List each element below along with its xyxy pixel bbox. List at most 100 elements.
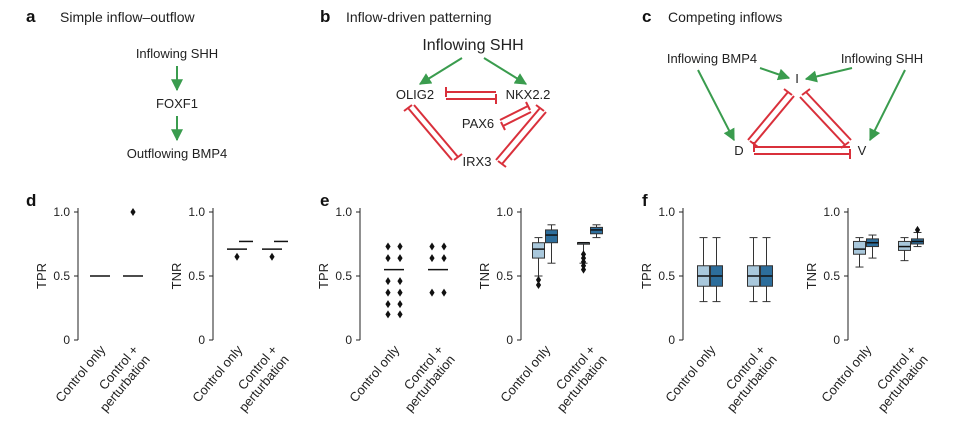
- x-tick-label: Control only: [346, 342, 402, 405]
- data-point: [385, 277, 391, 286]
- activation-arrow: [697, 69, 735, 142]
- data-point: [397, 288, 403, 297]
- node-outflowing-bmp4: Outflowing BMP4: [127, 146, 227, 161]
- panel-label-a: a: [26, 7, 36, 26]
- repression-nkx22-irx3: [495, 104, 547, 168]
- y-axis-label: TPR: [639, 263, 654, 289]
- repression-pax6-nkx22: [499, 101, 532, 131]
- box: [545, 229, 558, 244]
- data-point: [397, 277, 403, 286]
- activation-arrow: [418, 57, 463, 85]
- data-point: [441, 254, 447, 263]
- y-tick-label: 0.5: [188, 269, 205, 283]
- y-tick-label: 0: [198, 333, 205, 347]
- y-tick-label: 0.5: [335, 269, 352, 283]
- x-tick-label: Control +perturbation: [863, 342, 931, 414]
- y-tick-label: 0.5: [823, 269, 840, 283]
- data-point: [397, 242, 403, 251]
- chart-e-tnr: 0 0.5 1.0 TNR Control only Control +perturbat…: [477, 205, 610, 415]
- y-axis-label: TNR: [804, 263, 819, 290]
- y-tick-label: 0: [506, 333, 513, 347]
- repression-olig2-irx3: [403, 104, 463, 161]
- node-inflowing-shh: Inflowing SHH: [136, 46, 218, 61]
- data-point: [130, 208, 136, 216]
- data-point: [580, 250, 587, 259]
- activation-arrow: [483, 57, 528, 85]
- data-point: [441, 242, 447, 251]
- y-tick-label: 0: [345, 333, 352, 347]
- box: [532, 242, 545, 259]
- repression-i-d: [747, 88, 795, 148]
- chart-f-tnr: 0 0.5 1.0 TNR Control only Control +perturbat…: [804, 205, 931, 415]
- x-tick-label: Control only: [818, 342, 874, 405]
- panel-c: c Competing inflows Inflowing BMP4 Inflo…: [642, 7, 923, 159]
- x-tick-label: Control only: [497, 342, 553, 405]
- data-point: [385, 300, 391, 309]
- activation-arrow: [869, 69, 906, 142]
- y-tick-label: 1.0: [53, 205, 70, 219]
- panel-label-e: e: [320, 191, 329, 210]
- y-tick-label: 0: [833, 333, 840, 347]
- data-point: [535, 280, 542, 289]
- data-point: [429, 242, 435, 251]
- y-tick-label: 0.5: [53, 269, 70, 283]
- data-point: [397, 300, 403, 309]
- data-point: [385, 242, 391, 251]
- y-tick-label: 1.0: [335, 205, 352, 219]
- node-pax6: PAX6: [462, 116, 494, 131]
- panel-a: a Simple inflow–outflow Inflowing SHH FO…: [26, 7, 227, 161]
- panel-label-c: c: [642, 7, 651, 26]
- node-nkx22: NKX2.2: [506, 87, 551, 102]
- panel-title-c: Competing inflows: [668, 9, 782, 25]
- node-inflowing-bmp4: Inflowing BMP4: [667, 51, 757, 66]
- y-tick-label: 0.5: [496, 269, 513, 283]
- data-point: [441, 288, 447, 297]
- data-point: [269, 252, 275, 261]
- y-axis-label: TPR: [316, 263, 331, 289]
- node-irx3: IRX3: [463, 154, 492, 169]
- y-tick-label: 0: [63, 333, 70, 347]
- data-point: [385, 310, 391, 319]
- repression-olig2-nkx22: [445, 87, 497, 104]
- node-i: I: [795, 71, 799, 86]
- data-point: [234, 252, 240, 261]
- repression-d-v: [753, 142, 851, 159]
- panel-b: b Inflow-driven patterning Inflowing SHH…: [320, 7, 550, 169]
- data-point: [535, 275, 542, 284]
- y-axis-label: TNR: [477, 263, 492, 290]
- panel-label-d: d: [26, 191, 36, 210]
- y-axis-label: TNR: [169, 263, 184, 290]
- y-tick-label: 1.0: [823, 205, 840, 219]
- data-point: [914, 225, 921, 234]
- y-axis-label: TPR: [34, 263, 49, 289]
- panel-label-b: b: [320, 7, 330, 26]
- data-point: [385, 254, 391, 263]
- panel-label-f: f: [642, 191, 648, 210]
- data-point: [385, 288, 391, 297]
- node-foxf1: FOXF1: [156, 96, 198, 111]
- data-point: [397, 254, 403, 263]
- node-olig2: OLIG2: [396, 87, 434, 102]
- y-tick-label: 0: [668, 333, 675, 347]
- x-tick-label: Control +perturbation: [712, 342, 780, 414]
- node-d: D: [734, 143, 743, 158]
- chart-f-tpr: 0 0.5 1.0 TPR Control only Control +perturbat…: [639, 205, 780, 415]
- activation-arrow: [804, 67, 853, 83]
- y-tick-label: 1.0: [496, 205, 513, 219]
- x-tick-label: Control only: [189, 342, 245, 405]
- repression-i-v: [799, 88, 852, 149]
- node-v: V: [858, 143, 867, 158]
- node-inflowing-shh: Inflowing SHH: [422, 37, 523, 54]
- box: [853, 240, 866, 255]
- panel-title-b: Inflow-driven patterning: [346, 9, 492, 25]
- panel-title-a: Simple inflow–outflow: [60, 9, 196, 25]
- x-tick-label: Control only: [52, 342, 108, 405]
- y-tick-label: 0.5: [658, 269, 675, 283]
- activation-arrow: [759, 67, 791, 81]
- x-tick-label: Control +perturbation: [542, 342, 610, 414]
- node-inflowing-shh: Inflowing SHH: [841, 51, 923, 66]
